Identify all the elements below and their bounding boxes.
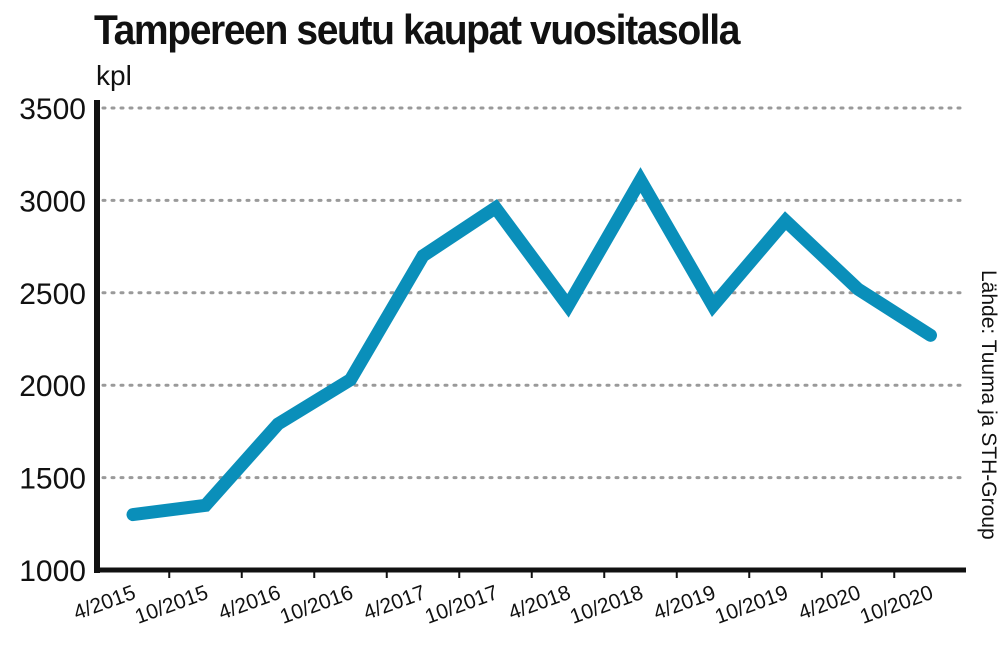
data-point-4-2015 bbox=[132, 514, 134, 516]
data-point-10-2018 bbox=[640, 179, 642, 181]
x-tick-label-10-2019: 10/2019 bbox=[712, 581, 791, 629]
x-tick-label-4-2020: 4/2020 bbox=[795, 581, 863, 625]
x-tick-label-10-2018: 10/2018 bbox=[567, 581, 646, 629]
y-tick-label-1500: 1500 bbox=[19, 463, 86, 496]
data-point-10-2015 bbox=[205, 504, 207, 506]
x-tick-label-4-2019: 4/2019 bbox=[650, 581, 718, 625]
y-axis-ticks: 1000 1500 2000 2500 3000 3500 bbox=[19, 93, 86, 588]
x-tick-label-10-2017: 10/2017 bbox=[422, 581, 501, 629]
y-tick-label-3000: 3000 bbox=[19, 185, 86, 218]
data-point-4-2019 bbox=[712, 305, 714, 307]
y-tick-label-2500: 2500 bbox=[19, 278, 86, 311]
data-point-10-2016 bbox=[350, 379, 352, 381]
axes bbox=[94, 100, 966, 573]
y-tick-label-2000: 2000 bbox=[19, 370, 86, 403]
gridlines bbox=[101, 106, 964, 480]
x-tick-label-10-2016: 10/2016 bbox=[277, 581, 356, 629]
x-tick-label-4-2017: 4/2017 bbox=[360, 581, 428, 625]
data-point-10-2020 bbox=[930, 334, 932, 336]
y-tick-label-3500: 3500 bbox=[19, 93, 86, 126]
data-point-4-2016 bbox=[277, 423, 279, 425]
y-axis-unit-label: kpl bbox=[96, 60, 132, 91]
data-point-4-2020 bbox=[857, 288, 859, 290]
data-point-10-2017 bbox=[495, 207, 497, 209]
series-line-0 bbox=[126, 167, 937, 522]
series bbox=[126, 167, 937, 522]
data-point-4-2018 bbox=[567, 305, 569, 307]
y-tick-label-1000: 1000 bbox=[19, 555, 86, 588]
x-tick-label-4-2016: 4/2016 bbox=[215, 581, 283, 625]
data-point-10-2019 bbox=[785, 220, 787, 222]
data-point-4-2017 bbox=[422, 255, 424, 257]
x-tick-label-4-2018: 4/2018 bbox=[505, 581, 573, 625]
x-tick-label-10-2020: 10/2020 bbox=[857, 581, 936, 629]
x-tick-label-10-2015: 10/2015 bbox=[132, 581, 211, 629]
chart-title: Tampereen seutu kaupat vuositasolla bbox=[94, 6, 740, 53]
